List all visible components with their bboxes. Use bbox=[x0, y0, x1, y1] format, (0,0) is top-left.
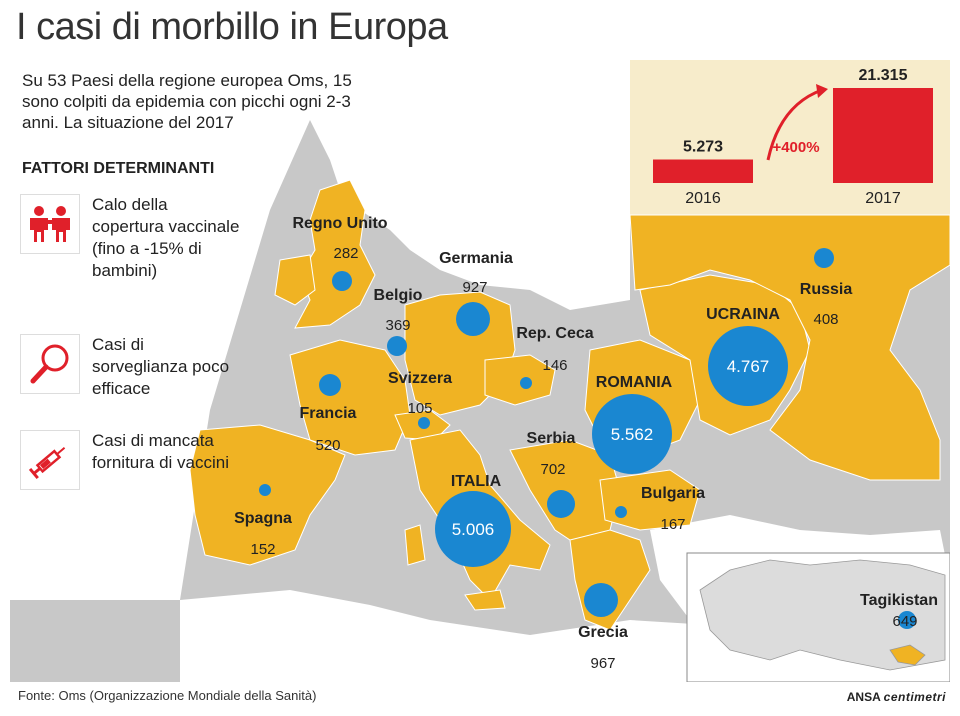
country-value-label: 649 bbox=[892, 613, 917, 630]
country-name-label: Bulgaria bbox=[641, 485, 705, 502]
country-value-label: 967 bbox=[590, 655, 615, 672]
country-value-label: 146 bbox=[542, 357, 567, 374]
bubble-francia bbox=[319, 374, 341, 396]
country-name-label: Francia bbox=[300, 405, 357, 422]
bar-value-label: 5.273 bbox=[683, 138, 723, 155]
bubble-ucraina bbox=[708, 326, 788, 406]
country-name-label: Belgio bbox=[374, 287, 423, 304]
brand-logo: ANSA centimetri bbox=[847, 690, 946, 704]
source-note: Fonte: Oms (Organizzazione Mondiale dell… bbox=[18, 688, 317, 703]
greece-shape bbox=[569, 529, 651, 631]
page-title: I casi di morbillo in Europa bbox=[16, 6, 448, 48]
russia-shape bbox=[629, 214, 950, 481]
country-name-label: Tagikistan bbox=[860, 592, 938, 609]
factor-label-supply: Casi di mancata fornitura di vaccini bbox=[92, 431, 230, 472]
bubble-regno-unito bbox=[332, 271, 352, 291]
factor-label-coverage: Calo della copertura vaccinale (fino a -… bbox=[92, 195, 240, 280]
factor-item-supply: Casi di mancata fornitura di vaccini bbox=[20, 430, 242, 490]
country-value-label: 408 bbox=[813, 311, 838, 328]
growth-arrow bbox=[766, 88, 823, 161]
country-name-label: ROMANIA bbox=[596, 374, 673, 391]
europe-map: 5.273 2016 21.315 2017 +400% Regno Unito 282 B… bbox=[10, 60, 950, 682]
bubble-spagna bbox=[259, 484, 271, 496]
factor-item-surveillance: Casi di sorveglianza poco efficace bbox=[20, 334, 242, 400]
land-white-west bbox=[10, 60, 310, 600]
bar-2017 bbox=[833, 88, 933, 183]
inset-land bbox=[699, 559, 946, 671]
uk-shape bbox=[294, 179, 376, 329]
country-value-label: 152 bbox=[250, 541, 275, 558]
bubble-tagikistan bbox=[898, 611, 916, 629]
bubble-belgio bbox=[387, 336, 407, 356]
country-name-label: Serbia bbox=[527, 430, 576, 447]
bubble-germania bbox=[456, 302, 490, 336]
country-value-label: 520 bbox=[315, 437, 340, 454]
bubble-grecia bbox=[584, 583, 618, 617]
country-value-label: 369 bbox=[385, 317, 410, 334]
bar-category-label: 2017 bbox=[865, 190, 901, 207]
country-name-label: UCRAINA bbox=[706, 306, 780, 323]
land-white-africa bbox=[180, 590, 710, 682]
country-name-label: ITALIA bbox=[451, 473, 502, 490]
children-icon bbox=[20, 194, 80, 254]
country-name-label: Rep. Ceca bbox=[516, 325, 593, 342]
country-value-label: 5.562 bbox=[611, 425, 654, 444]
country-name-label: Grecia bbox=[578, 624, 628, 641]
czech-shape bbox=[484, 354, 556, 406]
country-name-label: Regno Unito bbox=[292, 215, 387, 232]
bubble-russia bbox=[814, 248, 834, 268]
factor-item-coverage: Calo della copertura vaccinale (fino a -… bbox=[20, 194, 242, 282]
inset-map bbox=[686, 552, 950, 682]
factors-heading: FATTORI DETERMINANTI bbox=[22, 160, 215, 177]
country-value-label: 105 bbox=[407, 400, 432, 417]
syringe-icon bbox=[20, 430, 80, 490]
country-value-label: 5.006 bbox=[452, 520, 495, 539]
country-name-label: Russia bbox=[800, 281, 853, 298]
growth-annotation: +400% bbox=[772, 139, 819, 156]
sardinia-shape bbox=[404, 524, 426, 566]
bar-2016 bbox=[653, 159, 753, 183]
cases-bar-chart: 5.273 2016 21.315 2017 +400% bbox=[653, 67, 933, 207]
ansa-logo: ANSA bbox=[846, 690, 881, 704]
land-white-scandinavia bbox=[440, 60, 630, 235]
bubble-italia bbox=[435, 491, 511, 567]
map-panel: 5.273 2016 21.315 2017 +400% Regno Unito 282 B… bbox=[10, 60, 950, 682]
bar-category-label: 2016 bbox=[685, 190, 721, 207]
bubble-bulgaria bbox=[615, 506, 627, 518]
country-name-label: Germania bbox=[439, 250, 513, 267]
country-value-label: 702 bbox=[540, 461, 565, 478]
magnifier-icon bbox=[20, 334, 80, 394]
country-value-label: 4.767 bbox=[727, 357, 770, 376]
centimetri-logo: centimetri bbox=[883, 690, 946, 704]
bar-value-label: 21.315 bbox=[859, 67, 908, 84]
country-name-label: Svizzera bbox=[388, 370, 452, 387]
country-name-label: Spagna bbox=[234, 510, 292, 527]
country-bubbles: Regno Unito 282 Belgio 369 Germania 927 Rep. C… bbox=[234, 215, 938, 672]
sicily-shape bbox=[464, 589, 506, 611]
country-value-label: 282 bbox=[333, 245, 358, 262]
tagikistan-shape bbox=[889, 644, 926, 666]
bubble-serbia bbox=[547, 490, 575, 518]
intro-text: Su 53 Paesi della regione europea Oms, 1… bbox=[22, 71, 352, 132]
bubble-romania bbox=[592, 394, 672, 474]
factor-label-surveillance: Casi di sorveglianza poco efficace bbox=[92, 335, 230, 398]
country-value-label: 927 bbox=[462, 279, 487, 296]
ireland-shape bbox=[274, 254, 316, 306]
country-value-label: 167 bbox=[660, 516, 685, 533]
growth-arrow-head bbox=[816, 84, 828, 98]
france-shape bbox=[289, 339, 411, 456]
bubble-svizzera bbox=[418, 417, 430, 429]
bubble-rep-ceca bbox=[520, 377, 532, 389]
